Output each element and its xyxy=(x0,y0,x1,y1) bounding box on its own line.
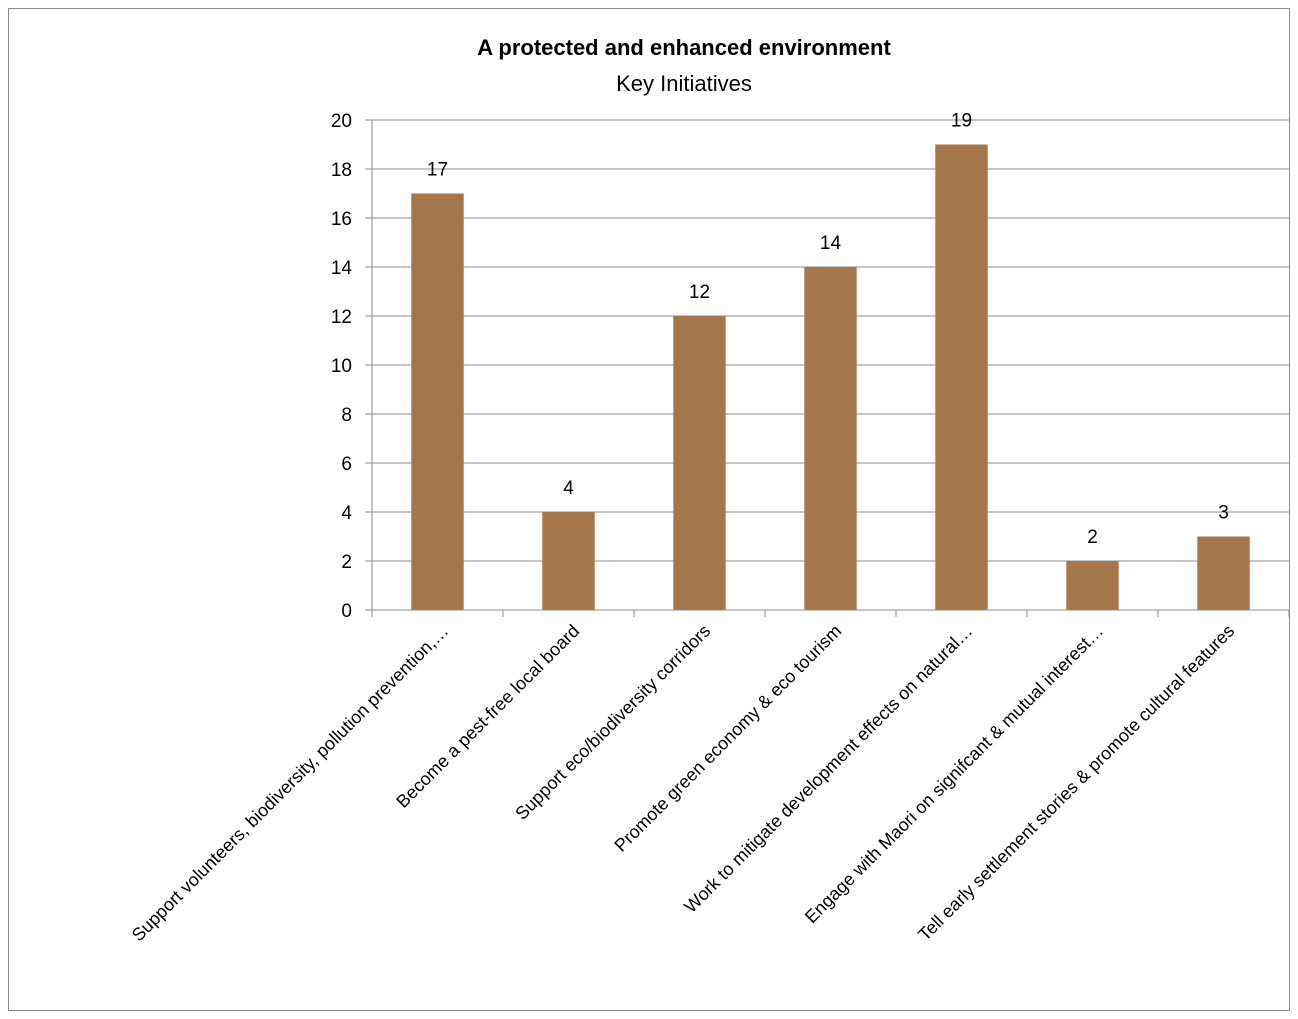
data-labels: 17 4 12 14 19 2 3 xyxy=(427,111,1229,549)
bar xyxy=(411,193,464,610)
y-tick-label: 10 xyxy=(331,356,352,377)
y-tick-label: 2 xyxy=(341,552,352,573)
chart-title: A protected and enhanced environment xyxy=(477,35,891,60)
bar xyxy=(1197,536,1250,610)
data-label: 19 xyxy=(951,111,972,132)
y-tick-label: 12 xyxy=(331,307,352,328)
bars xyxy=(411,144,1250,610)
category-label: Tell early settlement stories & promote … xyxy=(914,621,1238,945)
y-axis-ticks: 0 2 4 6 8 10 12 14 16 18 20 xyxy=(331,111,372,622)
chart-subtitle: Key Initiatives xyxy=(616,71,752,96)
data-label: 3 xyxy=(1218,503,1229,524)
y-tick-label: 6 xyxy=(341,454,352,475)
y-tick-label: 8 xyxy=(341,405,352,426)
data-label: 2 xyxy=(1087,527,1098,548)
y-tick-label: 0 xyxy=(341,601,352,622)
data-label: 17 xyxy=(427,160,448,181)
category-label: Engage with Maori on signifcant & mutual… xyxy=(801,621,1107,927)
category-label: Work to mitigate development effects on … xyxy=(680,621,976,917)
category-labels: Support volunteers, biodiversity, pollut… xyxy=(128,621,1239,946)
bar xyxy=(804,267,857,610)
y-tick-label: 16 xyxy=(331,209,352,230)
y-tick-label: 14 xyxy=(331,258,353,279)
data-label: 4 xyxy=(563,478,574,499)
y-tick-label: 4 xyxy=(341,503,352,524)
data-label: 12 xyxy=(689,282,710,303)
bar xyxy=(542,512,595,610)
bar xyxy=(1066,561,1119,610)
chart-frame xyxy=(8,8,1290,1011)
y-tick-label: 18 xyxy=(331,160,352,181)
data-label: 14 xyxy=(820,233,842,254)
y-tick-label: 20 xyxy=(331,111,352,132)
category-label: Promote green economy & eco tourism xyxy=(610,621,845,856)
x-axis xyxy=(371,120,1290,617)
bar xyxy=(673,316,726,610)
category-label: Support volunteers, biodiversity, pollut… xyxy=(128,621,453,946)
bar xyxy=(935,144,988,610)
